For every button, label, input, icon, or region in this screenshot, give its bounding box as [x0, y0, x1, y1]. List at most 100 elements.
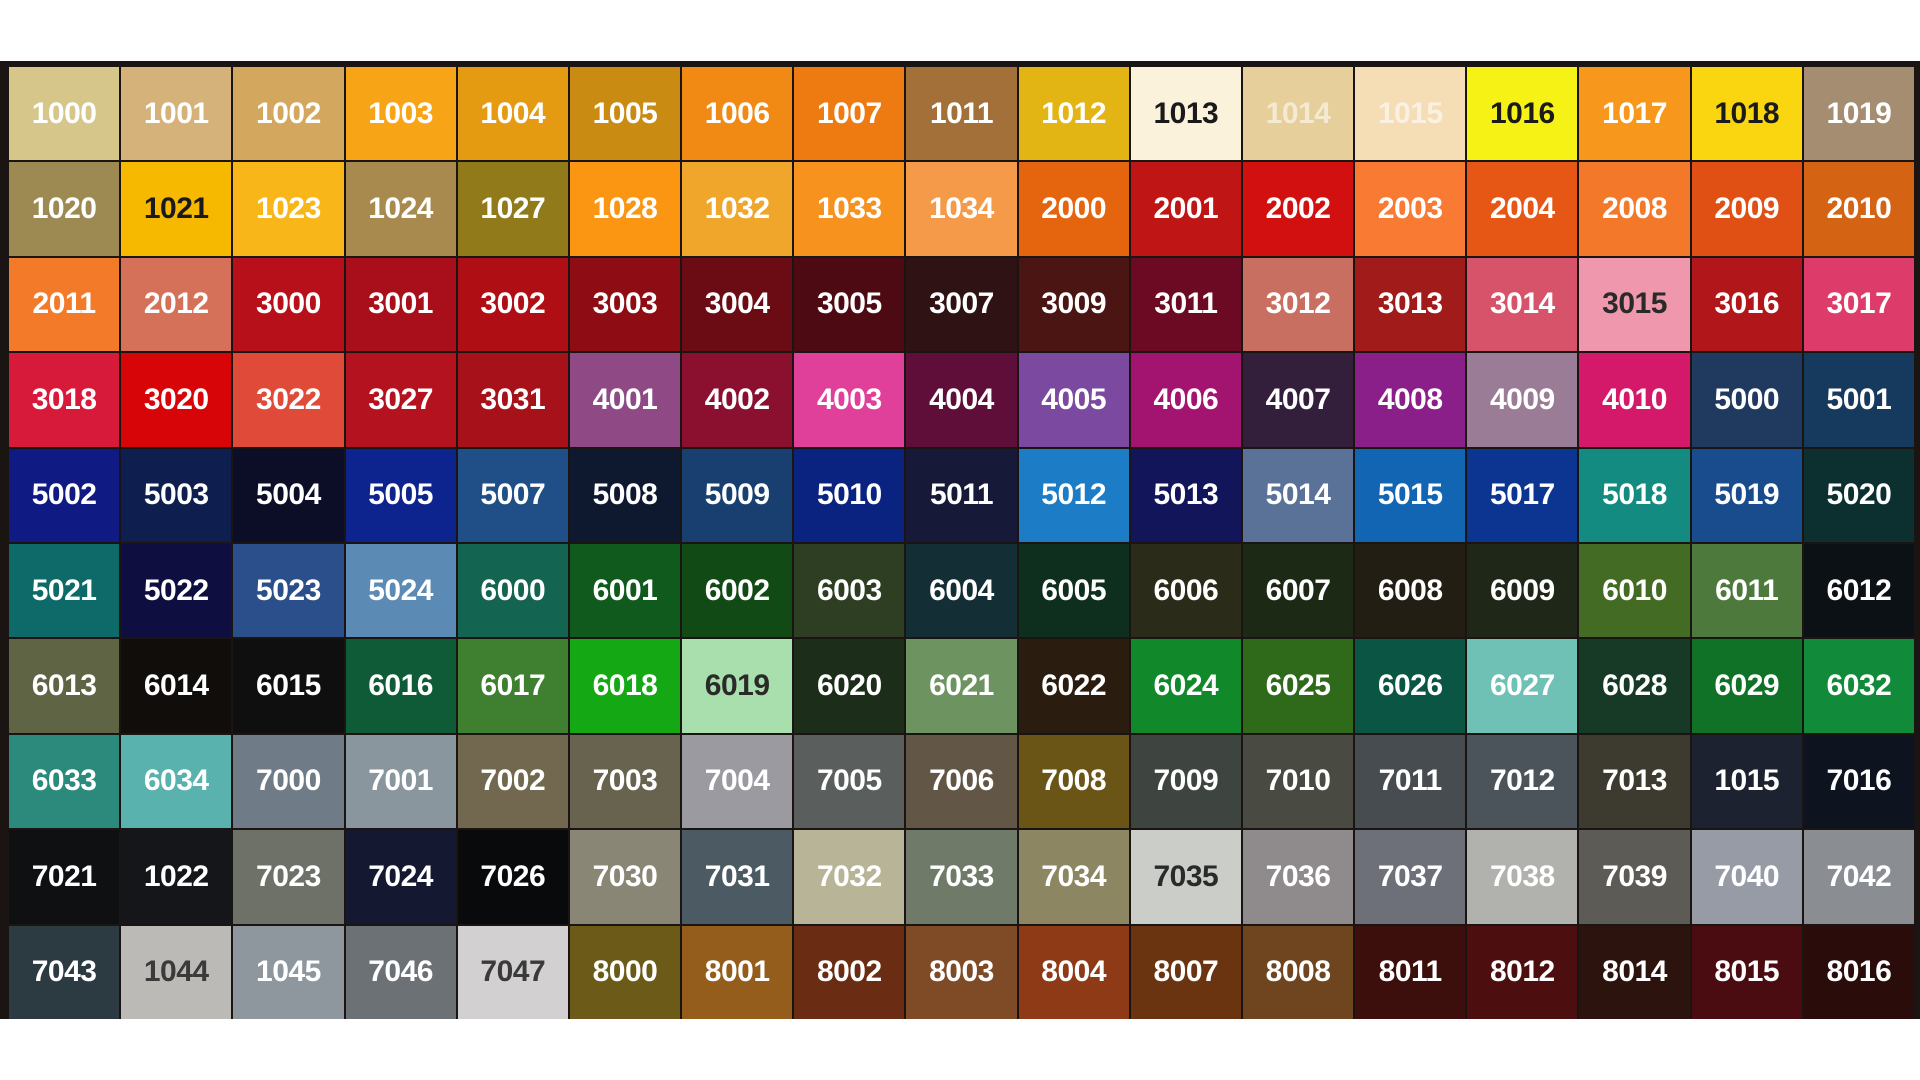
- color-swatch-6017: 6017: [457, 639, 568, 733]
- color-swatch-2012: 2012: [121, 257, 232, 352]
- color-swatch-6004: 6004: [906, 544, 1017, 638]
- color-swatch-5002: 5002: [9, 448, 120, 542]
- color-swatch-6016: 6016: [345, 639, 456, 733]
- color-swatch-3022: 3022: [233, 353, 344, 447]
- color-swatch-5017: 5017: [1467, 448, 1578, 542]
- ral-color-grid: 1000 1001 1002 1003 1004 1005 1006 1007 1011 1012…: [9, 67, 1914, 1019]
- color-swatch-7004: 7004: [682, 734, 793, 829]
- color-swatch-2002: 2002: [1242, 162, 1354, 256]
- color-swatch-5023: 5023: [233, 544, 344, 638]
- color-swatch-7032: 7032: [794, 830, 905, 924]
- color-swatch-2008: 2008: [1579, 162, 1690, 256]
- color-swatch-7000: 7000: [233, 734, 344, 829]
- color-swatch-3013: 3013: [1355, 257, 1466, 352]
- color-swatch-5009: 5009: [682, 448, 793, 542]
- color-swatch-7031: 7031: [682, 830, 793, 924]
- color-swatch-2004: 2004: [1467, 162, 1578, 256]
- color-swatch-6010: 6010: [1579, 544, 1690, 638]
- color-swatch-3009: 3009: [1018, 257, 1129, 352]
- color-swatch-5003: 5003: [121, 448, 232, 542]
- color-swatch-3004: 3004: [682, 257, 793, 352]
- color-swatch-5020: 5020: [1803, 448, 1914, 542]
- color-swatch-7026: 7026: [457, 830, 568, 924]
- color-swatch-5015: 5015: [1355, 448, 1466, 542]
- color-swatch-1045: 1045: [233, 925, 344, 1019]
- color-swatch-6008: 6008: [1355, 544, 1466, 638]
- color-swatch-1023: 1023: [233, 162, 344, 256]
- color-swatch-7021: 7021: [9, 830, 120, 924]
- color-swatch-6018: 6018: [569, 639, 681, 733]
- color-swatch-7040: 7040: [1691, 830, 1802, 924]
- color-swatch-7046: 7046: [345, 925, 456, 1019]
- color-swatch-1002: 1002: [233, 67, 344, 161]
- color-swatch-7009: 7009: [1130, 734, 1241, 829]
- color-swatch-2001: 2001: [1130, 162, 1241, 256]
- color-swatch-1028: 1028: [569, 162, 681, 256]
- color-swatch-1020: 1020: [9, 162, 120, 256]
- color-swatch-5000: 5000: [1691, 353, 1802, 447]
- color-swatch-6003: 6003: [794, 544, 905, 638]
- color-swatch-6025: 6025: [1242, 639, 1354, 733]
- color-swatch-6012: 6012: [1803, 544, 1914, 638]
- color-swatch-7039: 7039: [1579, 830, 1690, 924]
- color-swatch-1018: 1018: [1691, 67, 1802, 161]
- color-swatch-7043: 7043: [9, 925, 120, 1019]
- color-swatch-5019: 5019: [1691, 448, 1802, 542]
- color-swatch-6011: 6011: [1691, 544, 1802, 638]
- color-swatch-5021: 5021: [9, 544, 120, 638]
- color-swatch-1032: 1032: [682, 162, 793, 256]
- color-swatch-1001: 1001: [121, 67, 232, 161]
- color-swatch-7012: 7012: [1467, 734, 1578, 829]
- color-swatch-8007: 8007: [1130, 925, 1241, 1019]
- color-swatch-2003: 2003: [1355, 162, 1466, 256]
- color-swatch-6022: 6022: [1018, 639, 1129, 733]
- color-swatch-1006: 1006: [682, 67, 793, 161]
- color-swatch-1019: 1019: [1803, 67, 1914, 161]
- color-swatch-7006: 7006: [906, 734, 1017, 829]
- color-swatch-6024: 6024: [1130, 639, 1241, 733]
- color-swatch-7033: 7033: [906, 830, 1017, 924]
- color-swatch-5008: 5008: [569, 448, 681, 542]
- color-swatch-4009: 4009: [1467, 353, 1578, 447]
- color-swatch-3003: 3003: [569, 257, 681, 352]
- color-swatch-2009: 2009: [1691, 162, 1802, 256]
- color-swatch-7010: 7010: [1242, 734, 1354, 829]
- color-swatch-4004: 4004: [906, 353, 1017, 447]
- color-swatch-6000: 6000: [457, 544, 568, 638]
- color-swatch-1033: 1033: [794, 162, 905, 256]
- color-swatch-6006: 6006: [1130, 544, 1241, 638]
- color-swatch-1005: 1005: [569, 67, 681, 161]
- color-swatch-7003: 7003: [569, 734, 681, 829]
- color-swatch-3011: 3011: [1130, 257, 1241, 352]
- color-swatch-7016: 7016: [1803, 734, 1914, 829]
- color-swatch-7038: 7038: [1467, 830, 1578, 924]
- color-swatch-7001: 7001: [345, 734, 456, 829]
- color-swatch-6033: 6033: [9, 734, 120, 829]
- color-swatch-8004: 8004: [1018, 925, 1129, 1019]
- color-swatch-6032: 6032: [1803, 639, 1914, 733]
- color-swatch-1012: 1012: [1018, 67, 1129, 161]
- color-swatch-1044: 1044: [121, 925, 232, 1019]
- color-swatch-3007: 3007: [906, 257, 1017, 352]
- color-swatch-5004: 5004: [233, 448, 344, 542]
- color-swatch-5014: 5014: [1242, 448, 1354, 542]
- color-swatch-6028: 6028: [1579, 639, 1690, 733]
- color-swatch-6029: 6029: [1691, 639, 1802, 733]
- color-swatch-5024: 5024: [345, 544, 456, 638]
- color-swatch-3018: 3018: [9, 353, 120, 447]
- color-swatch-6027: 6027: [1467, 639, 1578, 733]
- color-swatch-4008: 4008: [1355, 353, 1466, 447]
- color-swatch-6026: 6026: [1355, 639, 1466, 733]
- color-swatch-1007: 1007: [794, 67, 905, 161]
- color-swatch-1015: 1015: [1355, 67, 1466, 161]
- color-swatch-4001: 4001: [569, 353, 681, 447]
- color-swatch-3017: 3017: [1803, 257, 1914, 352]
- color-swatch-3000: 3000: [233, 257, 344, 352]
- color-swatch-4002: 4002: [682, 353, 793, 447]
- color-swatch-7035: 7035: [1130, 830, 1241, 924]
- color-swatch-6001: 6001: [569, 544, 681, 638]
- color-swatch-6007: 6007: [1242, 544, 1354, 638]
- color-swatch-3002: 3002: [457, 257, 568, 352]
- color-swatch-1000: 1000: [9, 67, 120, 161]
- color-swatch-8011: 8011: [1355, 925, 1466, 1019]
